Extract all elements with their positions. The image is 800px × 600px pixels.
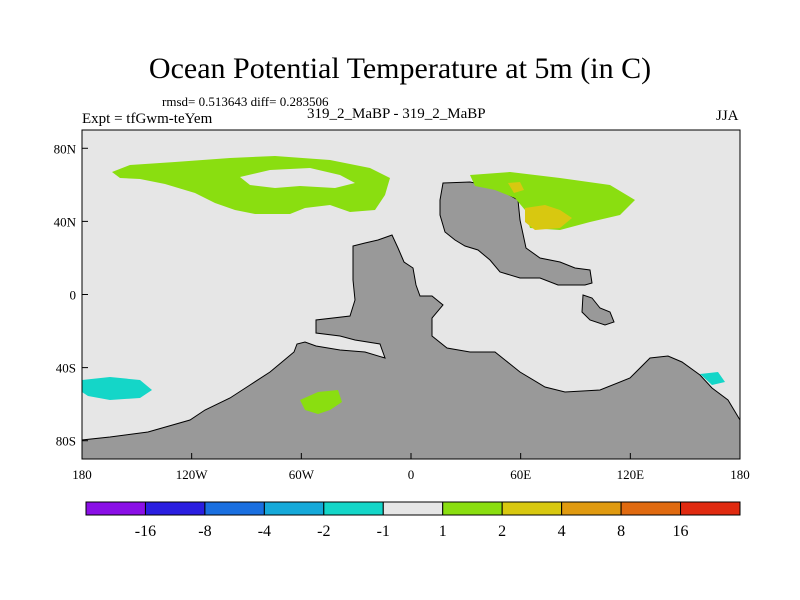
- anomaly-north-atlantic-medium: [525, 205, 572, 230]
- colorbar-swatch: [382, 501, 444, 516]
- x-tick-label: 120W: [176, 467, 209, 482]
- colorbar-label: -4: [258, 523, 271, 540]
- anomaly-east-negative: [700, 372, 725, 385]
- anomaly-south-atlantic: [300, 390, 342, 414]
- x-tick-label: 180: [72, 467, 92, 482]
- colorbar-swatch: [323, 501, 384, 516]
- x-tick-label: 60E: [510, 467, 531, 482]
- y-tick-label: 80N: [54, 141, 77, 156]
- y-tick-label: 40N: [54, 214, 77, 229]
- x-tick-label: 180: [730, 467, 750, 482]
- anomaly-hole: [240, 168, 355, 188]
- colorbar-label: -2: [317, 523, 330, 540]
- colorbar-label: -16: [135, 523, 156, 540]
- x-tick-label: 120E: [617, 467, 645, 482]
- y-tick-label: 40S: [56, 361, 76, 376]
- y-tick-label: 0: [70, 288, 77, 303]
- colorbar-swatch: [204, 501, 265, 516]
- center-label: 319_2_MaBP - 319_2_MaBP: [307, 106, 486, 122]
- x-axis: 180 120W 60W 0 60E 120E 180: [72, 453, 750, 482]
- land-island: [581, 294, 615, 326]
- y-axis: 80N 40N 0 40S 80S: [54, 141, 88, 449]
- anomaly-small-medium: [508, 182, 524, 193]
- colorbar-label: -1: [377, 523, 390, 540]
- colorbar-swatch: [680, 501, 741, 516]
- experiment-label: Expt = tfGwm-teYem: [82, 111, 213, 127]
- colorbar-swatch: [263, 501, 325, 516]
- x-tick-label: 0: [408, 467, 415, 482]
- colorbar-label: 8: [617, 523, 625, 540]
- chart-title: Ocean Potential Temperature at 5m (in C): [148, 52, 652, 85]
- land-americas: [81, 234, 741, 460]
- colorbar-label: -8: [198, 523, 211, 540]
- colorbar-swatch: [442, 501, 503, 516]
- colorbar-swatch: [85, 501, 146, 516]
- season-label: JJA: [716, 108, 739, 124]
- colorbar-label: 4: [558, 523, 566, 540]
- x-tick-label: 60W: [289, 467, 315, 482]
- colorbar-swatch: [561, 501, 622, 516]
- colorbar-label: 16: [673, 523, 689, 540]
- anomaly-south-pacific-negative: [82, 377, 152, 400]
- colorbar-swatch: [501, 501, 563, 516]
- colorbar-label: 2: [498, 523, 506, 540]
- colorbar-label: 1: [439, 523, 447, 540]
- colorbar: -16 -8 -4 -2 -1 1 2 4 8 16: [85, 501, 741, 540]
- colorbar-swatch: [620, 501, 682, 516]
- colorbar-swatch: [144, 501, 206, 516]
- stats-label: rmsd= 0.513643 diff= 0.283506: [162, 94, 329, 109]
- y-tick-label: 80S: [56, 434, 76, 449]
- land-eurasia: [439, 181, 593, 286]
